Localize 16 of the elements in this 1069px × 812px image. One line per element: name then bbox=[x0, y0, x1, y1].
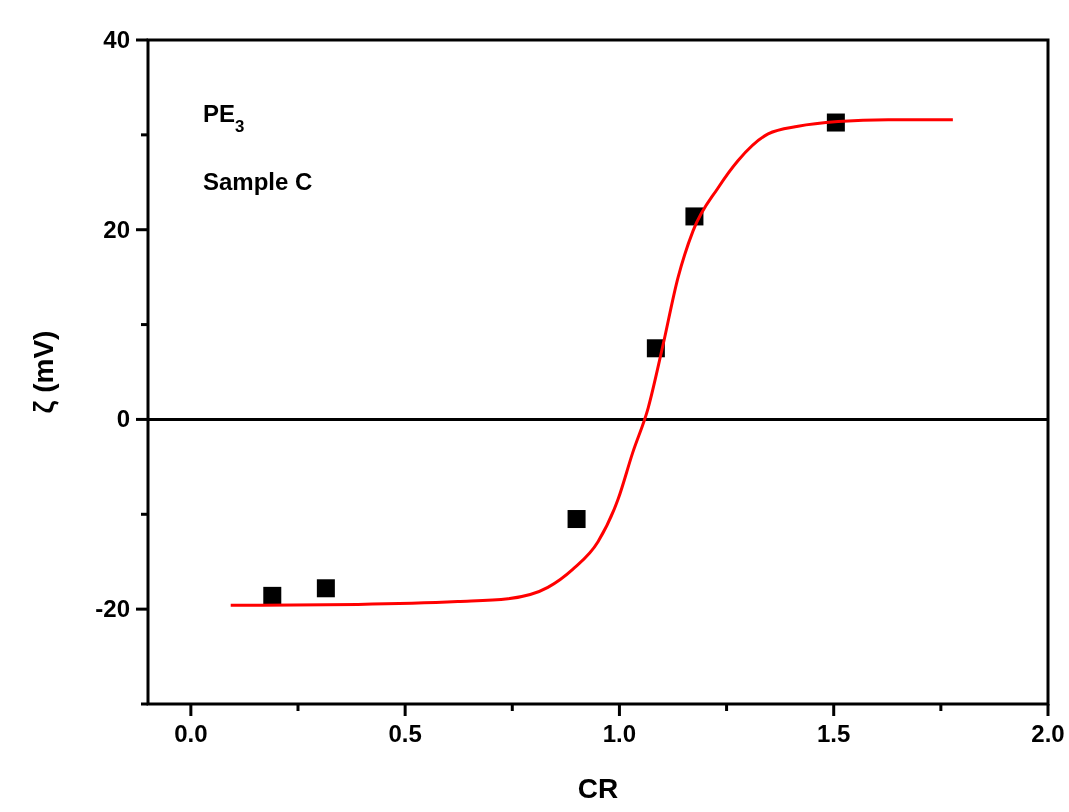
point bbox=[263, 586, 282, 605]
y-tick-label: 40 bbox=[103, 26, 130, 53]
x-tick-label: 1.5 bbox=[817, 720, 851, 747]
y-tick-label: 20 bbox=[103, 215, 130, 243]
y-tick-label: -20 bbox=[95, 595, 130, 623]
point bbox=[316, 579, 335, 598]
x-tick-label: 1.0 bbox=[602, 720, 637, 747]
point bbox=[567, 510, 586, 529]
annotation: PE$_{3}$ bbox=[203, 100, 245, 136]
annotation: Sample C bbox=[203, 168, 313, 195]
y-tick-label: 0 bbox=[116, 405, 130, 433]
x-tick-label: 0.0 bbox=[174, 720, 208, 747]
x-tick-label: 0.5 bbox=[388, 720, 422, 747]
x-axis-title: CR bbox=[577, 773, 619, 804]
y-axis-title: ζ (mV) bbox=[28, 330, 59, 414]
x-tick-label: 2.0 bbox=[1031, 720, 1065, 747]
